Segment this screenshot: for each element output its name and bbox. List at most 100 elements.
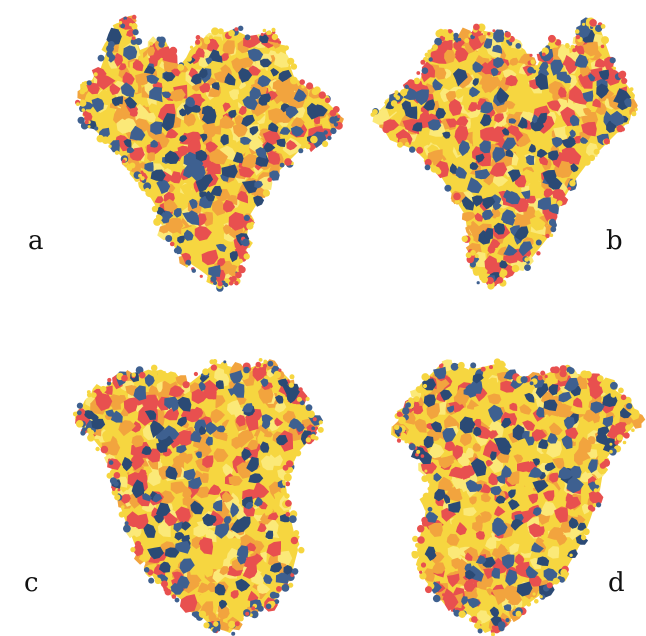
surface-edge-speckle <box>614 440 619 445</box>
surface-edge-speckle <box>477 23 486 32</box>
surface-edge-speckle <box>623 432 630 439</box>
basic-patch <box>570 163 579 173</box>
surface-edge-speckle <box>280 487 287 494</box>
basic-patch <box>508 489 516 499</box>
surface-edge-speckle <box>209 35 213 40</box>
basic-patch <box>521 430 530 439</box>
hydrophobic-patch <box>509 57 519 66</box>
hydrophobic-patch <box>547 546 560 559</box>
basic-patch <box>131 479 145 497</box>
basic-patch <box>249 126 259 136</box>
hydrophobic-patch <box>447 546 462 560</box>
acidic-patch <box>481 492 492 503</box>
surface-edge-speckle <box>238 615 244 622</box>
acidic-patch <box>223 199 236 213</box>
acidic-patch <box>186 138 201 153</box>
surface-edge-speckle <box>195 35 201 40</box>
hydrophobic-patch <box>148 384 159 398</box>
basic-patch <box>448 501 461 513</box>
hydrophobic-patch <box>487 377 498 389</box>
acidic-patch <box>217 258 226 267</box>
basic-patch <box>121 456 133 470</box>
acidic-patch <box>437 455 455 469</box>
surface-edge-speckle <box>532 592 536 596</box>
basic-patch <box>432 78 443 91</box>
basic-patch <box>189 198 198 210</box>
surface-edge-speckle <box>529 53 533 57</box>
basic-patch <box>455 166 467 179</box>
acidic-patch <box>169 88 186 102</box>
acidic-patch <box>194 47 205 58</box>
acidic-patch <box>177 451 189 462</box>
surface-edge-speckle <box>574 29 580 34</box>
hydrophobic-patch <box>179 184 192 196</box>
surface-view-c <box>70 355 340 636</box>
basic-patch <box>423 394 436 408</box>
basic-patch <box>547 203 559 215</box>
acidic-patch <box>206 160 221 174</box>
basic-patch <box>425 511 439 523</box>
basic-patch <box>146 74 160 84</box>
surface-edge-speckle <box>198 610 207 618</box>
surface-edge-speckle <box>432 594 441 603</box>
hydrophobic-patch <box>475 514 486 524</box>
basic-patch <box>240 136 252 145</box>
surface-edge-speckle <box>273 592 280 599</box>
basic-patch <box>248 473 264 484</box>
surface-edge-speckle <box>282 464 289 471</box>
acidic-patch <box>562 55 575 67</box>
surface-edge-speckle <box>91 392 97 398</box>
basic-patch <box>198 381 206 392</box>
surface-edge-speckle <box>250 610 259 619</box>
surface-edge-speckle <box>556 200 563 206</box>
basic-patch <box>472 373 484 384</box>
surface-edge-speckle <box>396 411 403 417</box>
basic-patch <box>205 57 213 65</box>
acidic-patch <box>554 507 568 523</box>
basic-patch <box>205 421 219 435</box>
surface-edge-speckle <box>424 158 432 167</box>
surface-edge-speckle <box>489 365 493 370</box>
basic-patch <box>424 546 436 558</box>
surface-edge-speckle <box>257 605 264 612</box>
surface-edge-speckle <box>548 34 556 43</box>
acidic-patch <box>565 427 579 439</box>
surface-edge-speckle <box>568 367 575 375</box>
basic-patch <box>543 568 558 582</box>
acidic-patch <box>448 97 463 116</box>
basic-patch <box>190 72 202 85</box>
basic-patch <box>563 416 575 430</box>
panel-label-b: b <box>606 226 623 256</box>
surface-edge-speckle <box>131 14 137 20</box>
basic-patch <box>469 162 479 170</box>
surface-edge-speckle <box>151 205 159 213</box>
acidic-patch <box>191 388 208 404</box>
surface-edge-speckle <box>108 460 114 465</box>
acidic-patch <box>538 155 549 166</box>
basic-patch <box>156 441 168 453</box>
hydrophobic-patch <box>485 537 497 550</box>
surface-edge-speckle <box>616 124 624 133</box>
surface-edge-speckle <box>549 233 554 237</box>
surface-edge-speckle <box>310 434 316 440</box>
surface-edge-speckle <box>567 186 572 191</box>
acidic-patch <box>213 448 229 462</box>
basic-patch <box>461 596 468 606</box>
surface-edge-speckle <box>108 144 112 148</box>
surface-edge-speckle <box>299 400 305 406</box>
basic-patch <box>191 164 206 182</box>
hydrophobic-patch <box>472 520 483 532</box>
surface-edge-speckle <box>428 57 433 62</box>
hydrophobic-patch <box>186 250 202 265</box>
surface-edge-speckle <box>618 387 624 394</box>
acidic-patch <box>572 397 583 408</box>
surface-edge-speckle <box>76 410 82 416</box>
surface-edge-speckle <box>199 274 203 278</box>
basic-patch <box>547 432 558 444</box>
basic-patch <box>496 87 510 104</box>
acidic-patch <box>228 475 243 486</box>
acidic-patch <box>459 433 472 447</box>
acidic-patch <box>428 522 443 537</box>
surface-edge-speckle <box>130 547 136 553</box>
hydrophobic-patch <box>480 511 493 523</box>
